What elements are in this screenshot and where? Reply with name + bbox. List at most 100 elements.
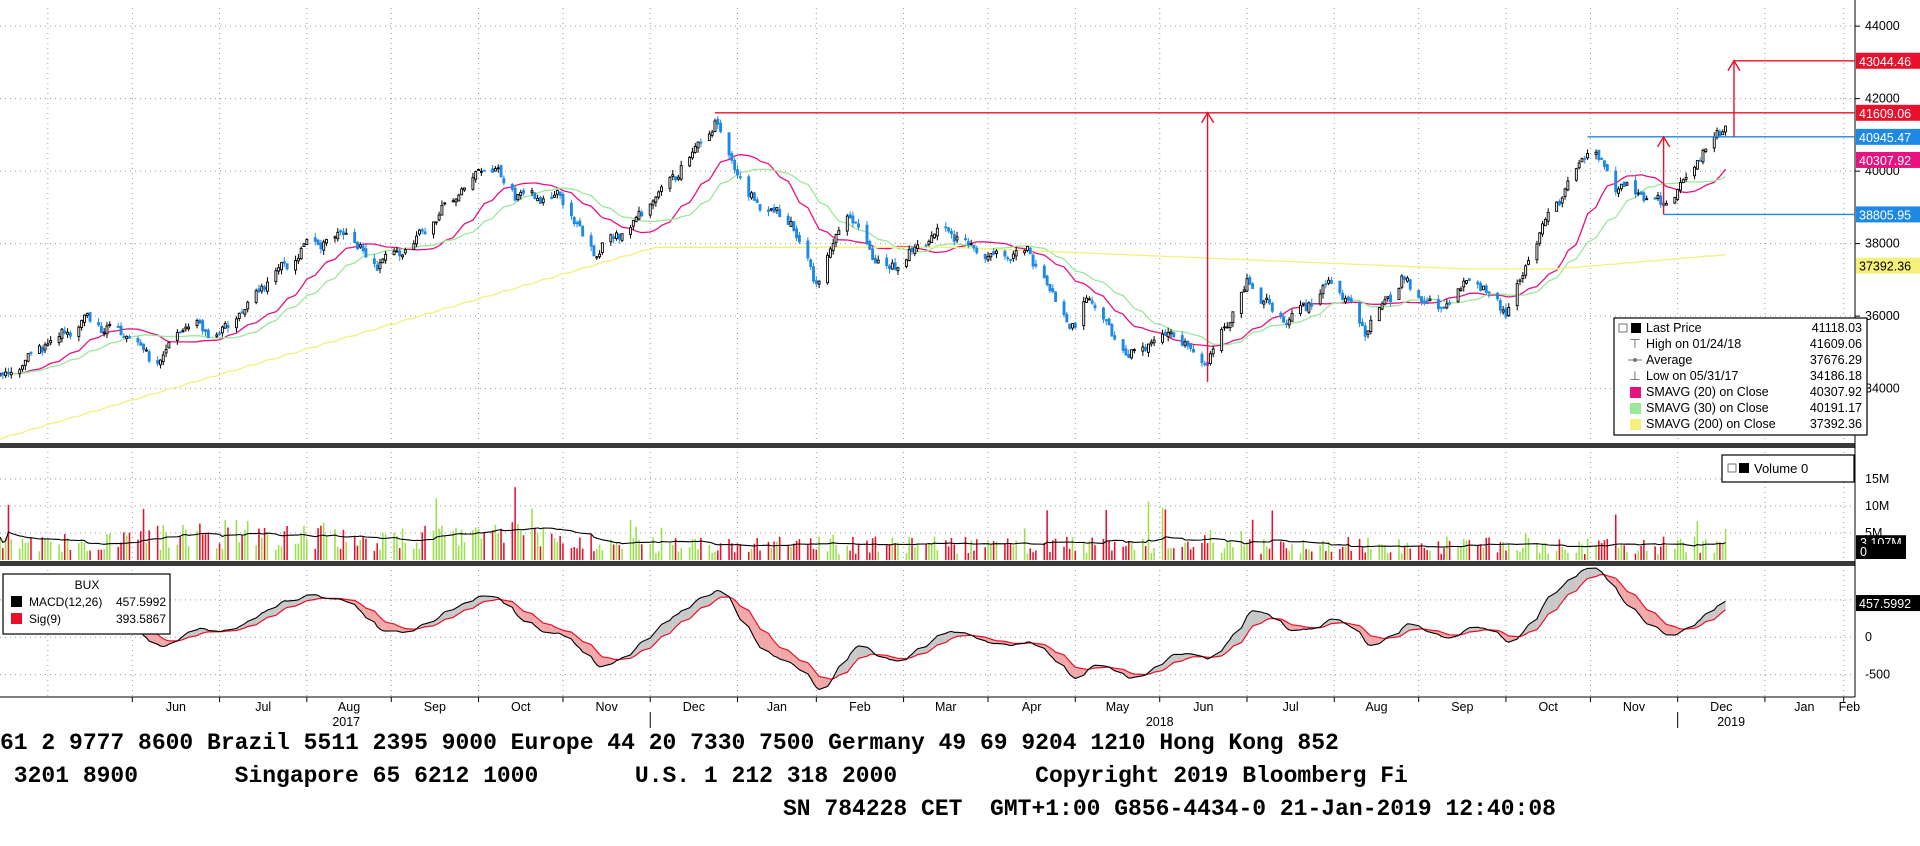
- volume-bar: [1358, 538, 1361, 560]
- volume-bar: [86, 550, 89, 560]
- volume-bar: [393, 532, 395, 560]
- macd-fill: [1359, 625, 1363, 637]
- candle-body: [1664, 203, 1668, 206]
- price-tag-label: 38805.95: [1859, 208, 1911, 222]
- candle-body: [550, 196, 554, 200]
- candle-body: [454, 198, 458, 203]
- volume-bar: [1420, 543, 1423, 560]
- volume-bar: [514, 487, 516, 560]
- volume-bar: [263, 527, 266, 560]
- volume-bar: [519, 530, 522, 560]
- legend-row-average: Average 37676.29: [1628, 353, 1862, 367]
- candle-body: [1619, 183, 1623, 190]
- volume-bar: [1575, 552, 1578, 560]
- macd-fill: [1351, 624, 1360, 633]
- volume-bar: [1685, 552, 1687, 560]
- macd-fill: [1368, 633, 1371, 646]
- volume-bar: [18, 548, 21, 560]
- macd-fill: [453, 607, 457, 618]
- volume-bar: [1617, 547, 1620, 560]
- candle-body: [1566, 180, 1570, 191]
- candle-body: [1287, 319, 1291, 326]
- volume-bar: [379, 549, 381, 560]
- volume-bar: [384, 534, 387, 560]
- candle-body: [243, 309, 247, 315]
- candle-body: [772, 207, 776, 213]
- candle-body: [1436, 299, 1440, 310]
- candle-body: [181, 329, 185, 333]
- volume-bar: [283, 531, 286, 560]
- volume-bar: [1682, 542, 1685, 560]
- volume-bar: [1339, 549, 1341, 560]
- macd-fill: [678, 611, 682, 625]
- volume-bar: [1676, 540, 1679, 560]
- volume-bar: [995, 541, 998, 560]
- candle-body: [477, 169, 480, 171]
- volume-bar: [1634, 553, 1637, 560]
- candle-body: [1124, 348, 1128, 356]
- candle-body: [1518, 279, 1522, 282]
- candle-body: [23, 359, 27, 366]
- candle-body: [1166, 331, 1170, 338]
- candle-body: [792, 221, 796, 231]
- volume-bar: [598, 544, 601, 560]
- volume-bar: [1538, 553, 1541, 560]
- volume-bar: [1102, 538, 1105, 560]
- candle-body: [913, 246, 917, 254]
- volume-bar: [103, 549, 105, 560]
- volume-bar: [531, 508, 533, 560]
- candle-body: [282, 261, 286, 264]
- volume-bar: [1125, 545, 1127, 560]
- candle-body: [285, 263, 289, 270]
- x-month-label: Nov: [1623, 700, 1646, 714]
- candle-body: [220, 326, 224, 334]
- svg-text:⊥: ⊥: [1630, 369, 1641, 383]
- footer-session-line: SN 784228 CET GMT+1:00 G856-4434-0 21-Ja…: [783, 796, 1556, 822]
- candle-body: [640, 211, 644, 217]
- candle-body: [1600, 157, 1604, 160]
- volume-bar: [911, 537, 913, 560]
- macd-fill: [1170, 654, 1174, 665]
- candle-body: [558, 191, 562, 196]
- macd-fill: [394, 623, 397, 632]
- volume-bar: [83, 542, 86, 560]
- volume-bar: [950, 537, 953, 560]
- volume-bar: [1229, 541, 1231, 560]
- volume-bar: [396, 535, 398, 560]
- volume-bar: [1555, 551, 1558, 560]
- candle-body: [555, 189, 559, 195]
- candle-body: [747, 176, 751, 197]
- candle-body: [837, 230, 841, 236]
- volume-bar: [168, 547, 170, 560]
- candle-body: [296, 257, 300, 262]
- candle-body: [910, 247, 914, 252]
- volume-bar: [480, 538, 483, 560]
- y-tick-label: 44000: [1865, 19, 1900, 33]
- candle-body: [1633, 180, 1637, 195]
- volume-bar: [750, 548, 753, 560]
- candle-body: [1383, 299, 1387, 305]
- macd-fill: [1567, 576, 1577, 595]
- candle-body: [1270, 302, 1274, 312]
- macd-fill: [717, 590, 721, 599]
- volume-bar: [891, 537, 894, 560]
- candle-body: [1639, 191, 1643, 195]
- legend-row-smavg20: SMAVG (20) on Close 40307.92: [1630, 385, 1862, 399]
- legend-row-high: ⊤ High on 01/24/18 41609.06: [1630, 337, 1862, 351]
- volume-bar: [1105, 510, 1108, 560]
- candle-body: [375, 264, 379, 271]
- volume-bar: [117, 546, 119, 560]
- candle-body: [1014, 250, 1018, 257]
- candle-body: [752, 192, 756, 201]
- volume-bar: [1558, 539, 1561, 560]
- volume-bar: [1302, 540, 1305, 560]
- volume-bar: [1665, 545, 1668, 560]
- candle-body: [401, 254, 404, 258]
- candle-body: [1149, 341, 1153, 345]
- volume-bar: [1164, 509, 1167, 560]
- macd-fill: [760, 628, 769, 652]
- volume-bar: [511, 522, 514, 560]
- legend-value: 37676.29: [1810, 353, 1862, 367]
- candle-body: [1557, 201, 1561, 206]
- macd-fill: [287, 600, 296, 608]
